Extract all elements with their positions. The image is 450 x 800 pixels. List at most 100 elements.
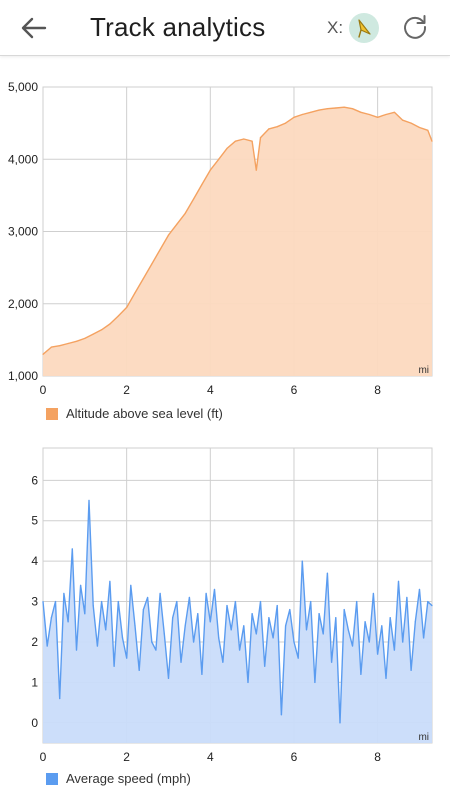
speed-data-point <box>272 637 274 639</box>
speed-chart-svg: 0 2 4 6 8 0 1 2 3 4 5 6 mi <box>31 447 433 764</box>
speed-data-point <box>71 548 73 550</box>
speed-area-fill <box>43 500 432 743</box>
altitude-data-point <box>318 109 320 111</box>
speed-x-tick-label: 4 <box>207 750 214 764</box>
speed-data-point <box>105 629 107 631</box>
altitude-data-point <box>368 113 370 116</box>
compass-badge-icon[interactable] <box>349 13 379 43</box>
compass-glyph <box>358 19 371 38</box>
refresh-button[interactable] <box>398 10 432 44</box>
speed-data-point <box>285 625 287 627</box>
speed-series-line <box>42 499 433 724</box>
speed-legend: Average speed (mph) <box>46 771 191 786</box>
altitude-data-point <box>418 126 421 129</box>
speed-legend-label: Average speed (mph) <box>66 771 191 786</box>
speed-data-point <box>406 596 408 599</box>
speed-data-point <box>397 580 400 582</box>
speed-data-point <box>335 617 337 619</box>
speed-data-point <box>318 613 320 615</box>
altitude-data-point <box>84 337 86 340</box>
altitude-data-point <box>218 158 220 160</box>
speed-data-point <box>50 617 52 619</box>
altitude-x-tick-label: 2 <box>123 383 130 397</box>
speed-data-point <box>100 600 103 603</box>
speed-data-point <box>126 657 128 659</box>
altitude-data-point <box>59 345 61 347</box>
speed-data-point <box>138 669 140 671</box>
speed-data-point <box>75 649 78 651</box>
altitude-data-point <box>142 277 144 280</box>
altitude-legend-label: Altitude above sea level (ft) <box>66 406 223 421</box>
speed-data-point <box>130 584 132 586</box>
altitude-y-tick-label: 5,000 <box>8 80 38 94</box>
speed-data-point <box>431 605 433 607</box>
speed-data-point <box>109 580 111 582</box>
speed-data-point <box>264 665 266 667</box>
app-bar: Track analytics X: <box>0 0 450 56</box>
altitude-data-point <box>393 111 395 113</box>
arrow-left-icon <box>21 17 47 39</box>
altitude-data-point <box>117 315 119 317</box>
speed-data-point <box>209 621 211 623</box>
speed-data-point <box>393 649 395 651</box>
speed-data-point <box>205 592 207 595</box>
speed-data-point <box>180 661 182 663</box>
speed-data-point <box>84 613 86 615</box>
speed-x-tick-label: 8 <box>374 750 381 764</box>
speed-data-point <box>364 621 366 623</box>
speed-data-point <box>234 600 237 603</box>
speed-data-point <box>243 625 245 627</box>
speed-data-point <box>280 714 283 716</box>
altitude-data-point <box>184 212 186 215</box>
altitude-legend-swatch <box>46 407 58 420</box>
speed-data-point <box>251 613 253 615</box>
altitude-y-tick-label: 3,000 <box>8 225 38 239</box>
speed-x-tick-label: 2 <box>123 750 130 764</box>
speed-data-point <box>163 633 165 635</box>
speed-data-point <box>192 641 195 643</box>
altitude-data-point <box>268 128 270 130</box>
speed-data-point <box>293 641 295 643</box>
altitude-data-point <box>126 306 128 308</box>
speed-data-point <box>247 681 249 683</box>
back-button[interactable] <box>14 10 54 46</box>
speed-data-point <box>117 600 119 603</box>
altitude-data-point <box>226 147 228 150</box>
speed-data-point <box>372 592 375 595</box>
altitude-data-point <box>92 333 94 335</box>
altitude-data-point <box>310 111 312 113</box>
altitude-data-point <box>167 234 170 236</box>
speed-data-point <box>121 637 124 639</box>
altitude-data-point <box>259 136 262 139</box>
altitude-legend: Altitude above sea level (ft) <box>46 406 223 421</box>
speed-data-point <box>59 697 61 700</box>
speed-data-point <box>314 681 316 683</box>
speed-data-point <box>184 625 186 627</box>
speed-data-point <box>54 600 57 603</box>
speed-data-point <box>176 600 178 603</box>
speed-data-point <box>402 641 404 643</box>
speed-data-point <box>410 669 412 671</box>
altitude-y-tick-label: 2,000 <box>8 297 38 311</box>
refresh-icon <box>404 15 427 39</box>
speed-y-tick-label: 0 <box>31 716 38 730</box>
speed-y-tick-label: 1 <box>31 675 38 689</box>
speed-data-point <box>356 600 358 603</box>
speed-data-point <box>167 677 170 679</box>
altitude-data-point <box>377 116 379 118</box>
speed-y-tick-label: 4 <box>31 554 38 568</box>
speed-data-point <box>310 600 312 603</box>
altitude-data-point <box>255 169 257 171</box>
altitude-chart: 0 2 4 6 8 1,000 2,000 3,000 4,000 5,000 mi Altitud… <box>0 70 450 430</box>
speed-data-point <box>80 584 82 586</box>
speed-data-point <box>213 588 216 591</box>
speed-data-point <box>351 645 354 647</box>
speed-data-point <box>134 625 136 627</box>
speed-data-point <box>218 637 220 639</box>
altitude-x-tick-label: 8 <box>374 383 381 397</box>
altitude-data-point <box>285 122 287 124</box>
altitude-data-point <box>192 198 195 200</box>
speed-data-point <box>226 605 228 607</box>
speed-data-point <box>289 609 291 611</box>
speed-data-point <box>301 560 303 562</box>
